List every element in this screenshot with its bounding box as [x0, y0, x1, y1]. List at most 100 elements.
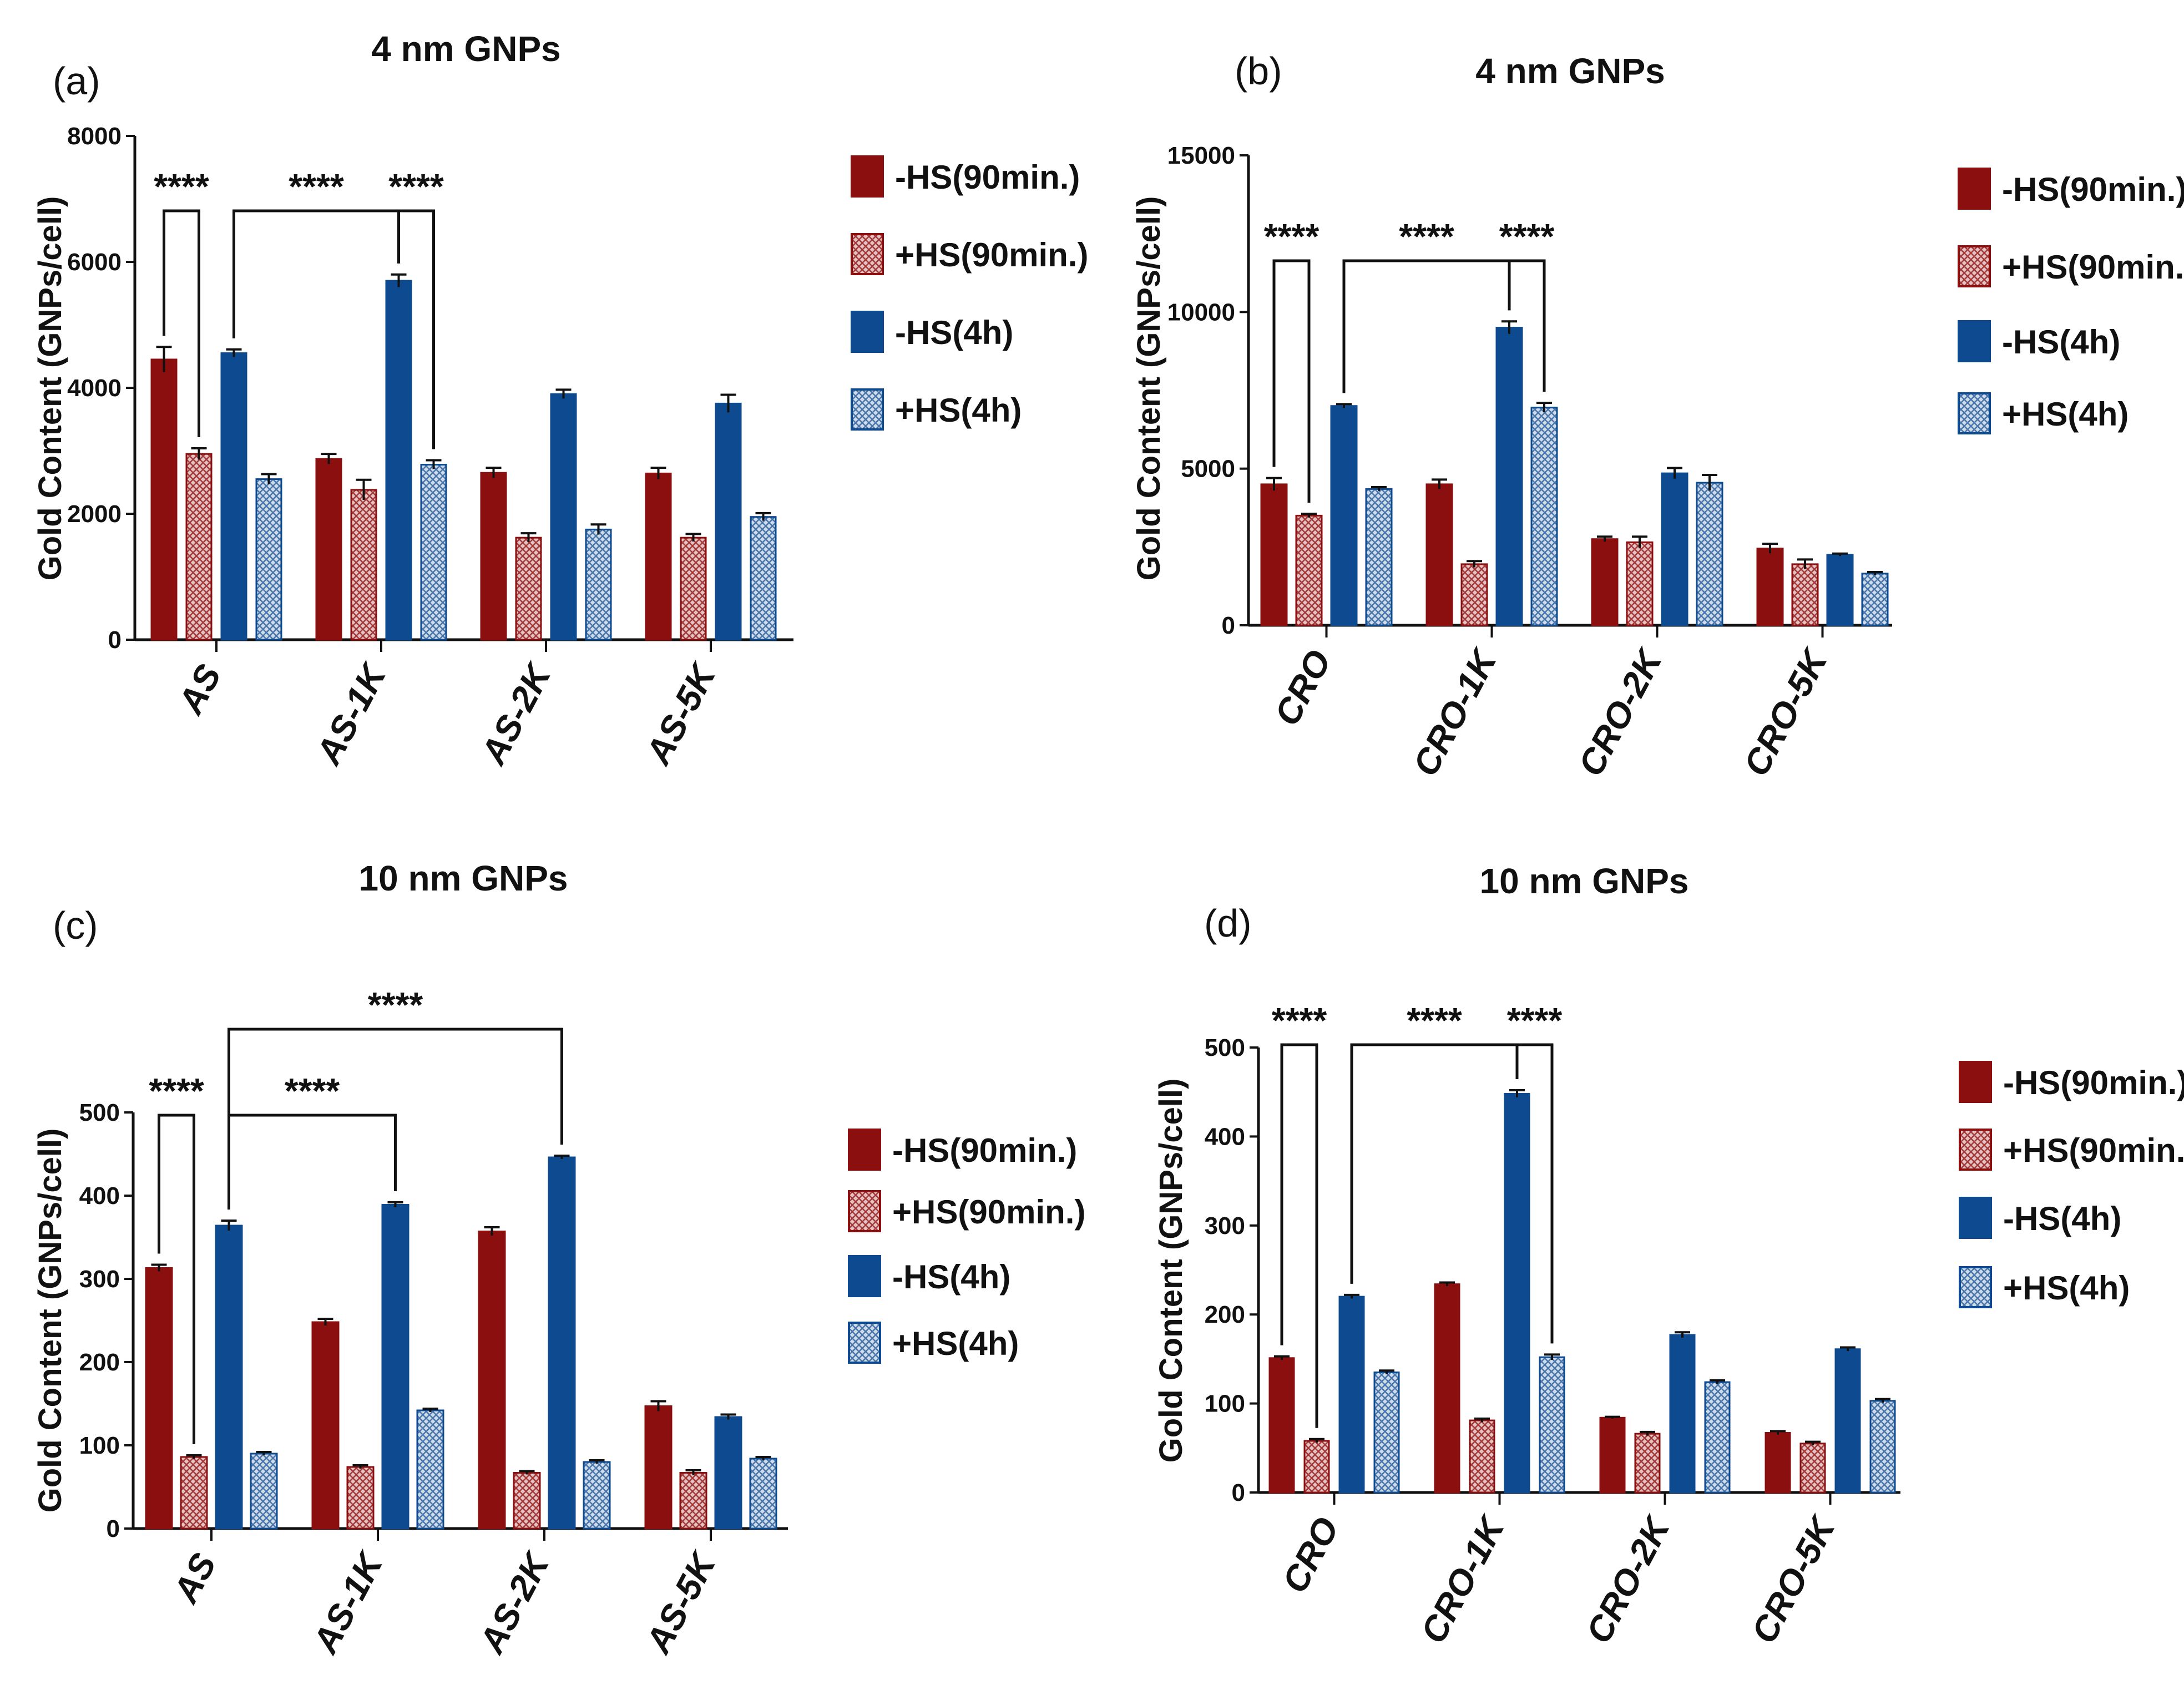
bar	[1696, 482, 1723, 626]
bar	[255, 478, 282, 641]
bar	[480, 472, 507, 641]
legend-label: -HS(90min.)	[2002, 171, 2184, 208]
y-tick-label: 0	[1222, 612, 1235, 639]
legend: -HS(90min.) +HS(90min.) -HS(4h) +HS(4h)	[851, 155, 1088, 431]
legend-swatch	[848, 1190, 881, 1232]
y-tick-label: 4000	[67, 375, 122, 402]
x-tick-label: AS-1K	[305, 1545, 392, 1661]
panel-label: (b)	[1235, 49, 1282, 93]
bar	[385, 280, 412, 641]
y-tick-label: 500	[1205, 1034, 1245, 1061]
bar	[315, 458, 342, 641]
bar	[1373, 1371, 1400, 1494]
significance-bracket	[397, 209, 435, 449]
bar	[750, 516, 777, 641]
x-tick-label: CRO	[1267, 644, 1339, 732]
bar	[215, 1225, 243, 1530]
y-tick-label: 6000	[67, 249, 122, 276]
y-tick-label: 200	[79, 1349, 120, 1376]
legend-swatch	[848, 1129, 881, 1171]
legend-label: +HS(90min.)	[892, 1193, 1085, 1231]
bar	[1861, 573, 1889, 626]
significance-bracket	[163, 209, 200, 437]
bar	[1634, 1433, 1661, 1494]
y-tick-label: 0	[1232, 1479, 1245, 1506]
bar	[220, 352, 247, 641]
bar	[311, 1321, 340, 1530]
legend-swatch	[1959, 1266, 1992, 1308]
legend: -HS(90min.) +HS(90min.) -HS(4h) +HS(4h)	[1959, 1061, 2184, 1308]
y-tick-label: 0	[107, 1515, 120, 1542]
legend-label: +HS(4h)	[892, 1325, 1019, 1362]
bar	[350, 489, 377, 641]
significance-bracket	[1350, 1043, 1519, 1284]
y-tick-label: 400	[79, 1182, 120, 1210]
bar	[1504, 1092, 1530, 1494]
bar	[1530, 407, 1558, 626]
y-tick-label: 0	[108, 626, 122, 654]
legend-label: -HS(4h)	[892, 1258, 1010, 1296]
bar	[715, 402, 742, 641]
bar	[1338, 1296, 1365, 1494]
chart-title: 4 nm GNPs	[1475, 51, 1665, 91]
bar	[583, 1461, 611, 1530]
bar	[1704, 1381, 1731, 1494]
legend-label: +HS(90min.)	[895, 236, 1088, 274]
x-tick-label: AS-2K	[471, 1545, 558, 1661]
legend-label: -HS(90min.)	[2003, 1064, 2184, 1101]
legend: -HS(90min.) +HS(90min.) -HS(4h) +HS(4h)	[848, 1129, 1085, 1364]
x-tick-label: CRO-1K	[1405, 641, 1505, 783]
x-tick-label: CRO-2K	[1570, 641, 1671, 783]
bar	[145, 1267, 173, 1530]
bar	[1756, 548, 1784, 626]
bar	[1661, 472, 1688, 626]
legend-label: -HS(4h)	[2002, 323, 2120, 361]
y-tick-label: 300	[79, 1266, 120, 1293]
y-tick-label: 200	[1205, 1301, 1245, 1328]
chart-panel-d: 10 nm GNPs (d) Gold Content (GNPs/cell) 0 10…	[1153, 861, 2184, 1649]
legend-swatch	[1959, 1197, 1992, 1239]
significance-label: ****	[1399, 216, 1454, 256]
legend-swatch	[848, 1322, 881, 1364]
x-tick-label: CRO	[1275, 1511, 1347, 1599]
y-tick-label: 10000	[1167, 298, 1235, 326]
significance-label: ****	[154, 166, 209, 206]
y-tick-label: 2000	[67, 500, 122, 528]
legend-swatch	[851, 155, 884, 198]
x-tick-label: AS	[165, 1546, 224, 1610]
x-tick-label: AS-5K	[638, 656, 725, 772]
bar	[515, 537, 542, 641]
bar	[1834, 1348, 1861, 1494]
legend-swatch	[1959, 1061, 1992, 1103]
y-axis-label: Gold Content (GNPs/cell)	[1153, 1079, 1189, 1463]
bar	[1260, 483, 1288, 626]
bar	[1268, 1357, 1295, 1494]
significance-label: ****	[1407, 1000, 1462, 1040]
significance-bracket	[1508, 259, 1546, 392]
bar	[1791, 563, 1819, 626]
bar	[416, 1409, 444, 1530]
bar	[714, 1416, 742, 1530]
bar	[150, 358, 178, 641]
significance-label: ****	[368, 985, 423, 1025]
significance-label: ****	[1507, 1000, 1563, 1040]
bar	[1303, 1440, 1330, 1494]
chart-panel-a: 4 nm GNPs (a) Gold Content (GNPs/cell) 0 200…	[32, 29, 1088, 772]
legend-label: +HS(4h)	[895, 392, 1022, 429]
bar	[1460, 563, 1488, 626]
legend-label: -HS(4h)	[2003, 1200, 2121, 1237]
bar	[1591, 538, 1619, 626]
bar	[1469, 1419, 1495, 1494]
y-tick-label: 300	[1205, 1212, 1245, 1239]
significance-label: ****	[289, 166, 344, 206]
bar	[644, 1405, 673, 1530]
bar	[1869, 1400, 1896, 1494]
significance-bracket	[232, 209, 400, 338]
chart-panel-b: 4 nm GNPs (b) Gold Content (GNPs/cell) 0 500…	[1131, 49, 2184, 782]
bar	[1330, 405, 1358, 626]
chart-title: 4 nm GNPs	[371, 29, 560, 69]
legend-swatch	[1958, 245, 1991, 287]
bar	[1599, 1416, 1626, 1494]
y-axis-label: Gold Content (GNPs/cell)	[32, 1129, 68, 1513]
